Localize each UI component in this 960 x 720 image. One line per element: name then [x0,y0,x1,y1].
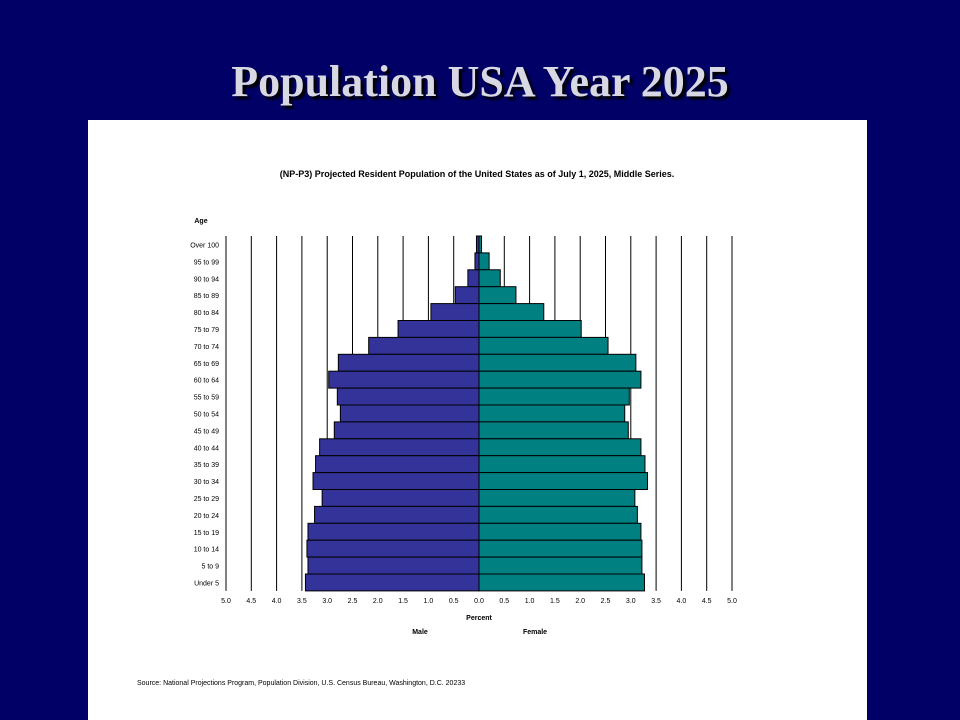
x-tick-label: 2.0 [575,598,585,605]
female-bar [478,370,642,389]
legend-male-label: Male [412,629,428,636]
x-tick-label: 2.5 [601,598,611,605]
female-bar [478,404,626,423]
female-bar [478,573,645,592]
female-bar [478,472,648,491]
age-group-label: 70 to 74 [194,344,219,351]
age-group-label: 65 to 69 [194,361,219,368]
x-tick-labels: 5.0 4.5 4.0 3.5 3.0 2.5 2.0 1.5 1.0 0.5 0.0 0.5 1.0 1… [221,598,737,605]
male-bar [368,336,480,355]
female-bar [478,303,545,322]
x-tick-label: 3.0 [322,598,332,605]
age-group-label: 40 to 44 [194,445,219,452]
age-group-label: 80 to 84 [194,310,219,317]
x-tick-label: 4.5 [246,598,256,605]
x-tick-label: 1.5 [398,598,408,605]
chart-title: (NP-P3) Projected Resident Population of… [280,169,675,179]
age-group-label: 25 to 29 [194,496,219,503]
x-tick-label: 1.0 [424,598,434,605]
x-tick-label: 3.0 [626,598,636,605]
age-group-label: Over 100 [190,242,219,249]
x-tick-label: 1.5 [550,598,560,605]
male-bar [397,320,480,338]
female-bar [478,522,642,541]
x-tick-label: 0.0 [474,598,484,605]
female-bar [478,539,643,558]
bars [304,235,648,592]
x-tick-label: 2.5 [348,598,358,605]
male-bar [307,556,480,575]
female-bar [478,505,638,524]
x-tick-label: 4.0 [677,598,687,605]
age-group-label: 5 to 9 [201,564,219,571]
slide-title: Population USA Year 2025 [231,57,729,106]
age-labels: Over 100 95 to 99 90 to 94 85 to 89 80 to 84… [190,242,219,587]
female-bar [478,320,582,338]
y-axis-label: Age [194,218,207,225]
x-tick-label: 1.0 [525,598,535,605]
male-bar [328,370,480,389]
x-axis-label: Percent [466,615,492,622]
female-bar [478,421,629,440]
male-bar [321,489,480,507]
x-tick-label: 3.5 [297,598,307,605]
male-bar [474,252,480,271]
age-group-label: Under 5 [194,580,219,587]
age-group-label: 35 to 39 [194,462,219,469]
male-bar [336,387,480,406]
age-group-label: 15 to 19 [194,530,219,537]
age-group-label: 10 to 14 [194,547,219,554]
male-bar [333,421,480,440]
age-group-label: 45 to 49 [194,428,219,435]
male-bar [312,472,480,491]
female-bar [478,455,646,474]
x-tick-label: 2.0 [373,598,383,605]
age-group-label: 50 to 54 [194,411,219,418]
x-tick-label: 4.0 [272,598,282,605]
age-group-label: 85 to 89 [194,293,219,300]
age-group-label: 30 to 34 [194,479,219,486]
female-bar [478,353,637,372]
female-bar [478,252,490,271]
female-bar [478,387,630,406]
female-bar [478,286,517,305]
male-bar [339,404,480,423]
male-bar [319,438,480,457]
female-bar [478,489,636,507]
male-bar [337,353,480,372]
x-tick-label: 3.5 [651,598,661,605]
age-group-label: 90 to 94 [194,276,219,283]
age-group-label: 55 to 59 [194,395,219,402]
male-bar [307,522,480,541]
male-bar [430,303,480,322]
female-bar [478,438,642,457]
age-group-label: 20 to 24 [194,513,219,520]
male-bar [315,455,480,474]
female-bar [478,336,609,355]
female-bar [478,269,501,288]
male-bar [454,286,480,305]
x-tick-label: 0.5 [449,598,459,605]
female-bar [478,235,483,254]
x-tick-label: 5.0 [727,598,737,605]
age-group-label: 60 to 64 [194,378,219,385]
male-bar [467,269,480,288]
x-tick-label: 0.5 [499,598,509,605]
x-tick-label: 5.0 [221,598,231,605]
population-pyramid-chart: (NP-P3) Projected Resident Population of… [137,169,737,687]
x-tick-label: 4.5 [702,598,712,605]
legend-female-label: Female [523,629,547,636]
source-note: Source: National Projections Program, Po… [137,680,465,687]
chart-panel: (NP-P3) Projected Resident Population of… [88,120,867,720]
female-bar [478,556,643,575]
male-bar [304,573,480,592]
male-bar [314,505,480,524]
age-group-label: 95 to 99 [194,259,219,266]
age-group-label: 75 to 79 [194,327,219,334]
male-bar [306,539,480,558]
